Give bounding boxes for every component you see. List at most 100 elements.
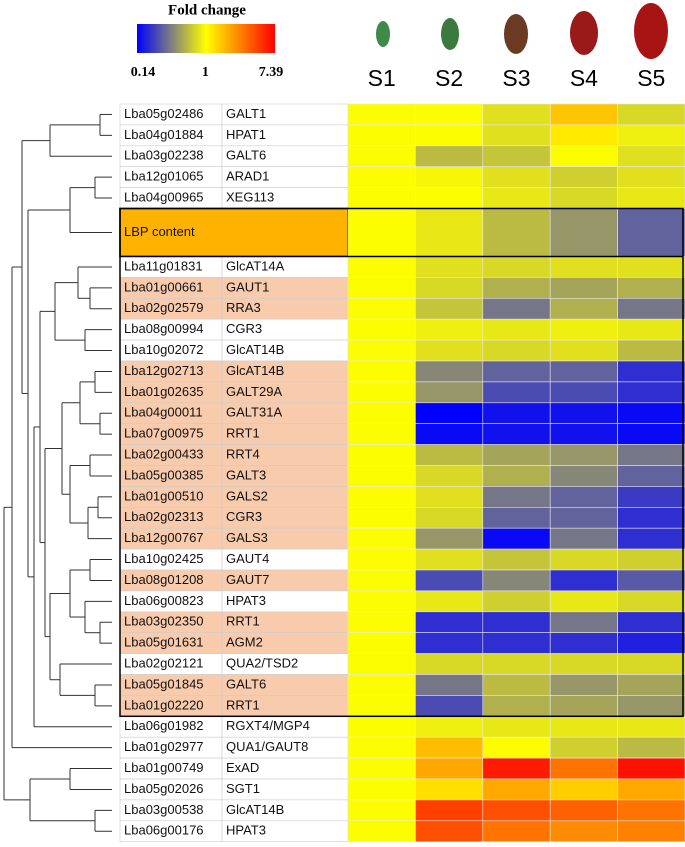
heat-cell <box>415 820 484 842</box>
heat-cell <box>347 145 416 168</box>
gene-name: RGXT4/MGP4 <box>226 718 310 733</box>
heat-cell <box>347 187 416 209</box>
heat-cell <box>347 256 416 278</box>
heat-cell <box>347 632 416 654</box>
heat-cell <box>347 506 416 529</box>
fruit-s4 <box>570 11 598 55</box>
gene-name: RRT1 <box>226 426 260 441</box>
heat-cell <box>617 695 685 717</box>
heat-cell <box>415 506 484 529</box>
gene-id: Lba11g01831 <box>124 258 203 273</box>
heat-cell <box>617 674 685 696</box>
heat-cell <box>415 736 484 759</box>
heat-cell <box>415 145 484 168</box>
fruit-s1 <box>376 21 390 47</box>
heat-cell <box>549 187 618 209</box>
gene-name: GALS2 <box>226 488 268 503</box>
gene-name: RRT1 <box>226 697 260 712</box>
heat-cell <box>617 778 685 801</box>
heat-cell <box>347 611 416 633</box>
gene-id: Lba12g01065 <box>124 169 204 184</box>
gene-id: Lba05g02026 <box>124 781 204 796</box>
heat-cell <box>549 465 618 487</box>
heat-cell <box>482 653 551 675</box>
column-label: S1 <box>368 65 396 91</box>
heat-cell <box>617 820 685 842</box>
gene-name: GAUT4 <box>226 551 269 566</box>
heat-cell <box>347 277 416 299</box>
heat-cell <box>347 736 416 759</box>
heat-cell <box>415 465 484 487</box>
heat-cell <box>549 611 618 633</box>
heat-cell <box>482 799 551 822</box>
gene-id: Lba02g02313 <box>124 509 204 524</box>
gene-name: AGM2 <box>226 635 263 650</box>
gene-name: GALT1 <box>226 106 266 121</box>
heat-cell <box>482 423 551 445</box>
heat-cell <box>617 527 685 550</box>
heat-cell <box>617 653 685 675</box>
column-label: S2 <box>435 65 463 91</box>
gene-name: GlcAT14B <box>226 342 284 357</box>
heat-cell <box>482 778 551 801</box>
heat-cell <box>549 277 618 299</box>
heat-cell <box>617 187 685 209</box>
heat-cell <box>617 444 685 466</box>
gene-id: Lba07g00975 <box>124 426 204 441</box>
heat-cell <box>415 339 484 362</box>
gene-id: Lba01g02635 <box>124 384 204 399</box>
colorbar <box>137 24 275 53</box>
gene-id: Lba10g02425 <box>124 551 204 566</box>
heat-cell <box>482 297 551 320</box>
gene-id: Lba05g01845 <box>124 676 204 691</box>
heat-cell <box>482 339 551 362</box>
heat-cell <box>415 548 484 571</box>
heat-cell <box>549 124 618 147</box>
heat-cell <box>347 527 416 550</box>
heat-cell <box>549 736 618 759</box>
gene-name: XEG113 <box>226 189 274 204</box>
heat-cell <box>415 381 484 404</box>
heat-cell <box>347 318 416 341</box>
heat-cell <box>549 527 618 550</box>
colorbar-tick-label: 7.39 <box>259 65 284 80</box>
heat-cell <box>549 402 618 424</box>
gene-id: Lba06g00176 <box>124 823 204 838</box>
gene-name: GALT29A <box>226 384 282 399</box>
gene-name: GlcAT14B <box>226 802 284 817</box>
heat-cell <box>347 124 416 147</box>
heat-cell <box>549 360 618 383</box>
gene-id: Lba12g00767 <box>124 530 204 545</box>
heat-cell <box>347 548 416 571</box>
heat-cell <box>549 486 618 508</box>
gene-id: Lba04g01884 <box>124 127 204 142</box>
gene-id: Lba01g02220 <box>124 697 204 712</box>
heat-cell <box>617 360 685 383</box>
heat-cell <box>347 103 416 126</box>
heat-cell <box>347 297 416 320</box>
heat-cell <box>617 208 685 257</box>
gene-id: Lba04g00965 <box>124 189 204 204</box>
heat-cell <box>617 548 685 571</box>
gene-id: Lba05g00385 <box>124 467 204 482</box>
heat-cell <box>617 339 685 362</box>
heat-cell <box>549 256 618 278</box>
heat-cell <box>549 653 618 675</box>
heat-cell <box>415 486 484 508</box>
heat-cell <box>549 820 618 842</box>
heat-cell <box>482 715 551 738</box>
heat-cell <box>482 590 551 613</box>
heat-cell <box>482 166 551 188</box>
gene-name: CGR3 <box>226 509 262 524</box>
heat-cell <box>347 695 416 717</box>
gene-id: Lba05g01631 <box>124 635 204 650</box>
heat-cell <box>347 208 416 257</box>
heat-cell <box>482 145 551 168</box>
heat-cell <box>617 166 685 188</box>
heat-cell <box>617 277 685 299</box>
heat-cell <box>482 277 551 299</box>
gene-name: RRT4 <box>226 446 260 461</box>
heat-cell <box>549 632 618 654</box>
heat-cell <box>415 799 484 822</box>
colorbar-tick-label: 1 <box>202 65 209 80</box>
